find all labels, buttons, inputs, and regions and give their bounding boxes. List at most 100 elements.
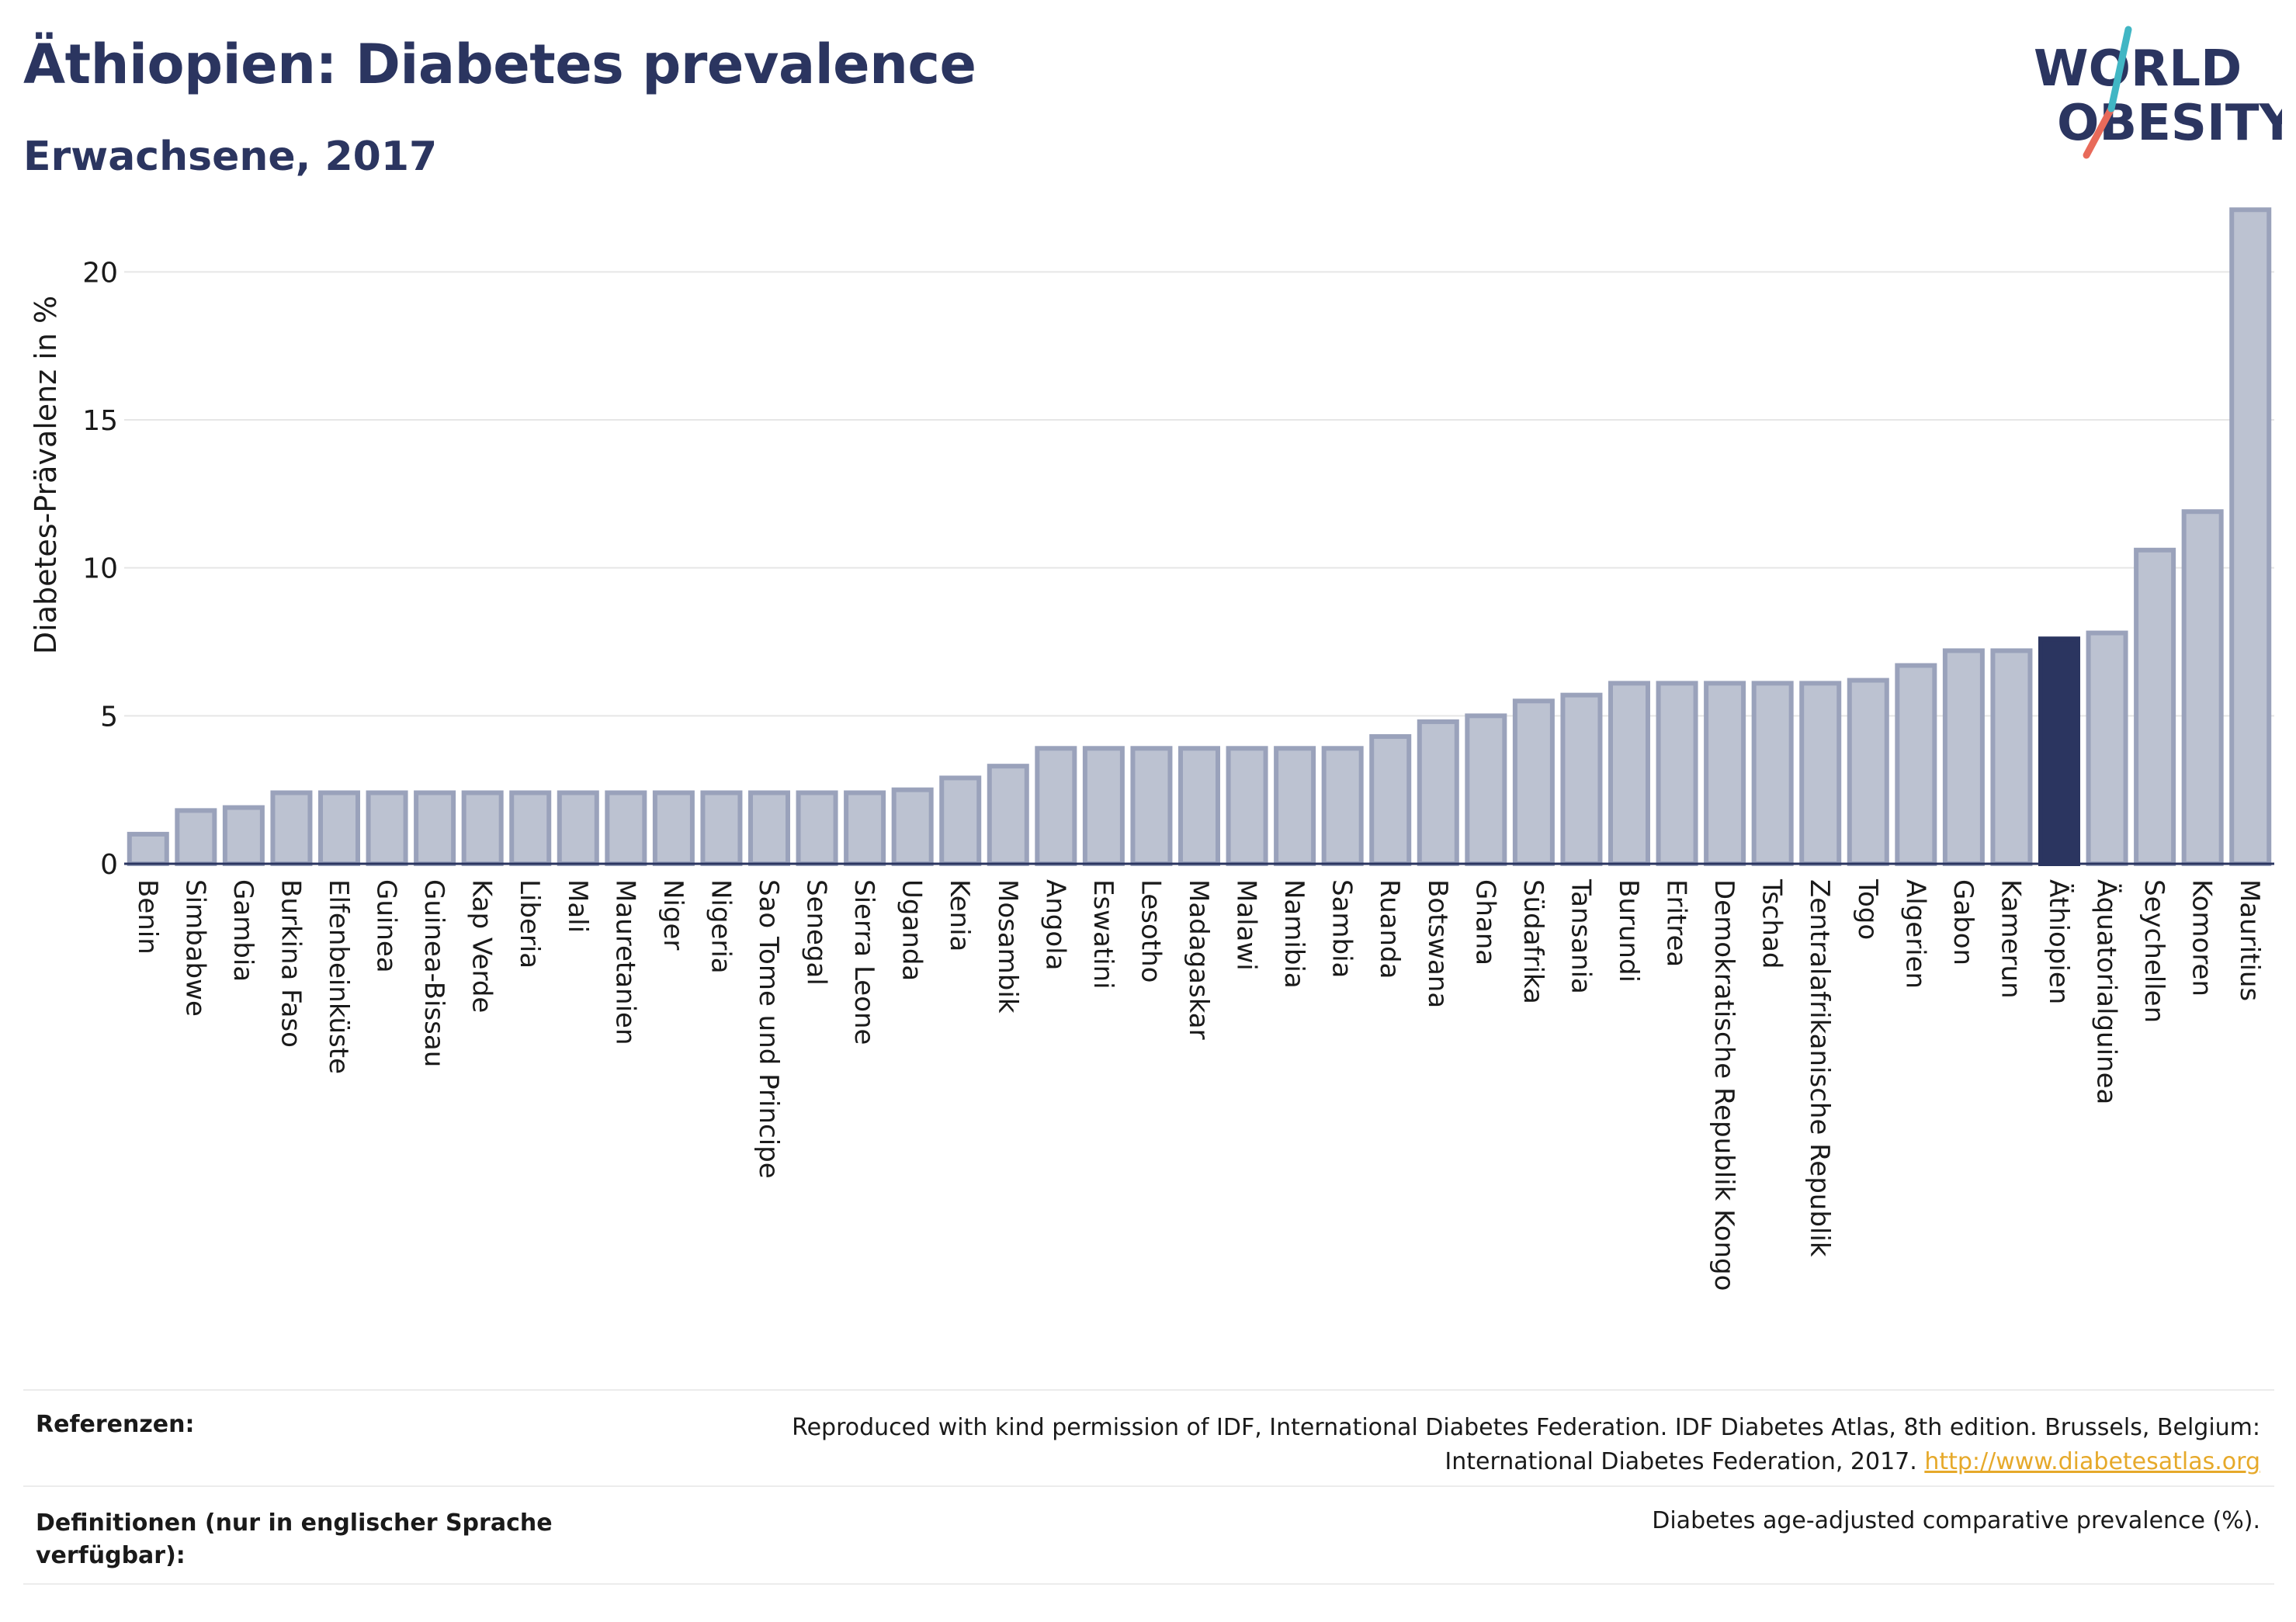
x-tick-label: Mauritius: [2234, 879, 2265, 1001]
bar[interactable]: [317, 790, 361, 866]
bar[interactable]: [557, 790, 599, 866]
x-tick-label: Togo: [1852, 879, 1883, 940]
bar[interactable]: [1082, 746, 1125, 867]
bar[interactable]: [1035, 746, 1077, 867]
bar[interactable]: [1274, 746, 1316, 867]
bar[interactable]: [1799, 681, 1842, 866]
bar[interactable]: [414, 790, 456, 866]
x-tick-label: Malawi: [1231, 879, 1262, 971]
bar[interactable]: [366, 790, 408, 866]
y-tick-label: 15: [82, 405, 118, 437]
x-tick-label: Kap Verde: [466, 879, 498, 1013]
x-tick-label: Guinea-Bissau: [418, 879, 449, 1067]
world-obesity-logo: WORLD OBESITY: [2034, 26, 2282, 159]
definitions-text: Diabetes age-adjusted comparative preval…: [1652, 1507, 2260, 1534]
x-tick-label: Senegal: [801, 879, 832, 986]
chart-subtitle: Erwachsene, 2017: [23, 133, 438, 180]
definitions-label-line2: verfügbar):: [36, 1542, 186, 1569]
bar[interactable]: [891, 787, 934, 867]
x-tick-label: Gabon: [1947, 879, 1979, 965]
bar[interactable]: [1895, 663, 1937, 866]
x-tick-label: Liberia: [514, 879, 545, 969]
bar[interactable]: [1417, 719, 1459, 867]
bar[interactable]: [1321, 746, 1364, 867]
bar[interactable]: [1847, 678, 1889, 866]
bar[interactable]: [987, 764, 1029, 866]
x-tick-label: Simbabwe: [179, 879, 210, 1017]
y-tick-label: 10: [82, 553, 118, 585]
x-tick-label: Kamerun: [1995, 879, 2026, 999]
bar[interactable]: [175, 808, 217, 866]
x-tick-label: Nigeria: [705, 879, 736, 974]
references-text: Reproduced with kind permission of IDF, …: [792, 1411, 2260, 1479]
bar[interactable]: [1990, 648, 2033, 866]
x-tick-label: Zentralafrikanische Republik: [1804, 879, 1835, 1257]
x-tick-label: Südafrika: [1517, 879, 1549, 1004]
bar[interactable]: [1130, 746, 1173, 867]
bar[interactable]: [1226, 746, 1268, 867]
definitions-label: Definitionen (nur in englischer Sprache …: [36, 1507, 553, 1572]
footer-divider-middle: [23, 1485, 2274, 1487]
bar[interactable]: [844, 790, 886, 866]
bar[interactable]: [2229, 207, 2272, 866]
x-tick-label: Benin: [132, 879, 163, 955]
y-axis-label: Diabetes-Prävalenz in %: [29, 296, 63, 654]
x-tick-label: Tschad: [1757, 879, 1788, 969]
bar[interactable]: [747, 790, 791, 866]
x-tick-label: Guinea: [371, 879, 402, 973]
x-tick-label: Äthiopien: [2043, 879, 2074, 1004]
y-tick-label: 20: [82, 257, 118, 289]
bar[interactable]: [509, 790, 552, 866]
bar[interactable]: [1177, 746, 1221, 867]
bar[interactable]: [700, 790, 743, 866]
bar[interactable]: [1608, 681, 1651, 866]
bar[interactable]: [2181, 509, 2224, 866]
x-tick-label: Ghana: [1469, 879, 1500, 965]
references-link[interactable]: http://www.diabetesatlas.org: [1924, 1448, 2260, 1475]
bar[interactable]: [939, 775, 982, 866]
bar[interactable]: [1512, 698, 1555, 866]
x-tick-label: Mauretanien: [609, 879, 640, 1045]
x-tick-label: Seychellen: [2138, 879, 2169, 1023]
bar[interactable]: [1560, 692, 1603, 867]
bar[interactable]: [222, 805, 265, 866]
x-tick-label: Äquatorialguinea: [2091, 879, 2122, 1104]
bar[interactable]: [2134, 547, 2176, 867]
bar[interactable]: [1704, 681, 1746, 866]
bar[interactable]: [1751, 681, 1794, 866]
bar[interactable]: [270, 790, 313, 866]
x-tick-label: Madagaskar: [1183, 879, 1214, 1040]
x-tick-labels: Benin Simbabwe Gambia Burkina Faso Elfenbein…: [132, 879, 2265, 1291]
x-tick-label: Niger: [657, 879, 688, 950]
x-tick-label: Sambia: [1327, 879, 1358, 978]
bar[interactable]: [652, 790, 695, 866]
x-tick-label: Kenia: [944, 879, 975, 951]
bar[interactable]: [1942, 648, 1985, 866]
bar[interactable]: [1656, 681, 1698, 866]
bar-highlight[interactable]: [2038, 636, 2081, 866]
x-tick-label: Lesotho: [1135, 879, 1166, 983]
x-tick-label: Algerien: [1899, 879, 1930, 989]
bar[interactable]: [2086, 630, 2128, 866]
definitions-label-line1: Definitionen (nur in englischer Sprache: [36, 1509, 553, 1537]
x-tick-label: Angola: [1039, 879, 1070, 970]
x-tick-label: Elfenbeinküste: [323, 879, 354, 1074]
references-line1: Reproduced with kind permission of IDF, …: [792, 1414, 2260, 1441]
x-tick-label: Ruanda: [1374, 879, 1405, 979]
x-tick-label: Burkina Faso: [275, 879, 306, 1048]
bars: [127, 207, 2272, 867]
references-line2: International Diabetes Federation, 2017.: [1445, 1448, 1917, 1475]
y-tick-labels: 0 5 10 15 20: [82, 257, 118, 881]
bar[interactable]: [461, 790, 504, 866]
y-tick-label: 5: [100, 701, 118, 733]
bar[interactable]: [605, 790, 647, 866]
y-tick-label: 0: [100, 849, 118, 881]
references-line2-wrap: International Diabetes Federation, 2017.…: [792, 1445, 2260, 1479]
bar[interactable]: [1369, 734, 1412, 866]
bar[interactable]: [796, 790, 838, 866]
footer-divider-top: [23, 1389, 2274, 1391]
bar[interactable]: [127, 831, 169, 867]
logo-line1: WORLD: [2034, 40, 2242, 98]
x-tick-label: Eritrea: [1661, 879, 1692, 967]
bar[interactable]: [1465, 713, 1507, 866]
